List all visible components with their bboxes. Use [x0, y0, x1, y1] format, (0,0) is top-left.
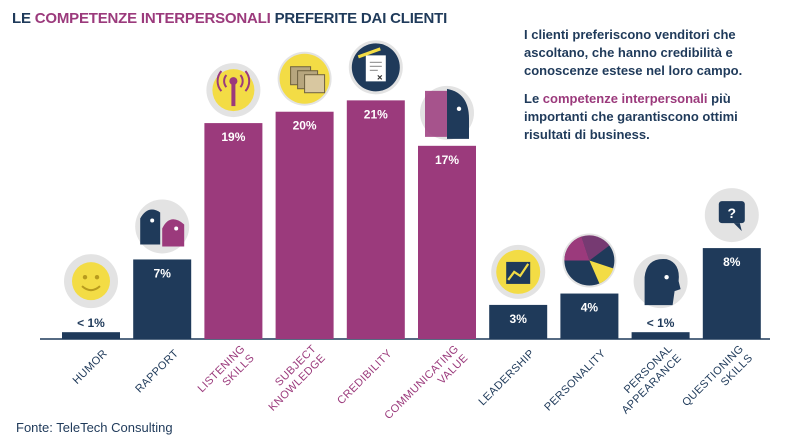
category-label: COMMUNICATINGVALUE: [382, 343, 470, 431]
category-label: LEADERSHIP: [477, 347, 538, 408]
pie-icon: [562, 233, 617, 288]
category-label-line: PERSONALITY: [542, 347, 608, 413]
title-suffix: PREFERITE DAI CLIENTI: [274, 10, 448, 27]
category-label-line: HUMOR: [71, 347, 110, 386]
value-label: 8%: [723, 255, 741, 269]
bar-humor: [62, 332, 120, 339]
source-note: Fonte: TeleTech Consulting: [16, 420, 173, 435]
intro-paragraph-1: I clienti preferiscono venditori che asc…: [524, 27, 743, 78]
folders-icon: [277, 51, 332, 106]
title-prefix: LE: [12, 10, 31, 27]
category-label: CREDIBILITY: [335, 347, 395, 407]
bar-communicating-value: [418, 145, 476, 339]
value-label: 20%: [293, 119, 317, 133]
value-label: 7%: [154, 266, 172, 280]
antenna-icon: [206, 63, 261, 118]
intro-p2-highlight: competenze interpersonali: [542, 91, 708, 106]
category-label: HUMOR: [71, 347, 110, 386]
category-label-line: LEADERSHIP: [477, 347, 538, 408]
value-label: 17%: [435, 153, 459, 167]
intro-text: I clienti preferiscono venditori che asc…: [524, 26, 786, 154]
bar-rapport: [133, 259, 192, 339]
bar-listening-skills: [204, 123, 263, 339]
category-label: PERSONALAPPEARANCE: [610, 343, 684, 417]
question-bubble-icon: ?: [704, 188, 759, 243]
svg-text:?: ?: [728, 205, 737, 221]
category-label-line: RAPPORT: [133, 347, 181, 395]
growth-chart-icon: [491, 244, 546, 299]
intro-p2-prefix: Le: [524, 91, 540, 106]
category-label-line: CREDIBILITY: [335, 347, 395, 407]
value-label: 19%: [221, 130, 245, 144]
intro-p2-suffix: più importanti che garantiscono ottimi r…: [524, 91, 738, 142]
category-label-line: COMMUNICATING: [382, 343, 461, 422]
value-label: 4%: [581, 301, 599, 315]
contract-icon: [348, 40, 403, 95]
value-label: < 1%: [647, 316, 675, 330]
value-label: < 1%: [77, 316, 105, 330]
talking-heads-icon: [420, 85, 474, 140]
bar-questioning-skills: [702, 248, 761, 339]
title-highlight: COMPETENZE INTERPERSONALI: [34, 10, 271, 27]
intro-paragraph-2: Le competenze interpersonali più importa…: [524, 90, 786, 144]
head-profile-icon: [633, 254, 688, 309]
faces-icon: [135, 199, 190, 254]
category-label: PERSONALITY: [542, 347, 608, 413]
category-label: RAPPORT: [133, 347, 181, 395]
category-label: QUESTIONINGSKILLS: [680, 343, 755, 418]
page-title: LE COMPETENZE INTERPERSONALI PREFERITE D…: [12, 10, 447, 27]
bar-personal-appearance: [631, 332, 690, 339]
bar-subject-knowledge: [275, 111, 334, 340]
bar-leadership: [489, 304, 548, 339]
bar-personality: [560, 293, 619, 339]
value-label: 3%: [510, 312, 528, 326]
category-label: SUBJECTKNOWLEDGE: [257, 343, 328, 414]
category-label: LISTENINGSKILLS: [196, 343, 257, 404]
value-label: 21%: [364, 107, 388, 121]
smiley-icon: [64, 254, 118, 309]
bar-credibility: [346, 100, 405, 339]
